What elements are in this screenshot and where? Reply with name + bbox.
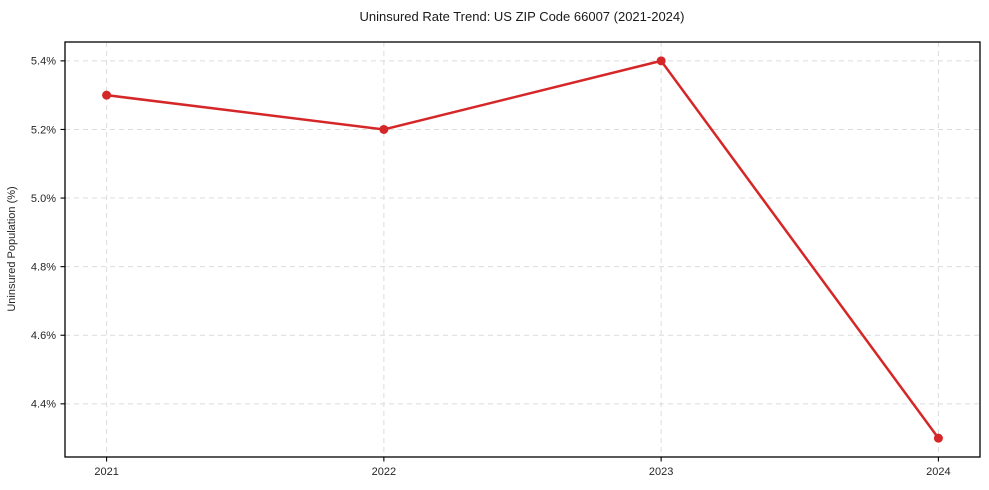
y-tick-label: 5.2% — [31, 124, 56, 136]
y-tick-label: 4.6% — [31, 330, 56, 342]
x-tick-label: 2023 — [649, 466, 673, 478]
data-point-2021 — [102, 90, 112, 100]
x-tick-label: 2021 — [94, 466, 118, 478]
x-tick-label: 2024 — [926, 466, 950, 478]
plot-border — [64, 41, 981, 458]
data-point-2022 — [379, 124, 389, 134]
trend-line — [105, 59, 940, 440]
y-tick-label: 5.0% — [31, 193, 56, 205]
y-tick-label: 4.8% — [31, 261, 56, 273]
y-tick-label: 5.4% — [31, 56, 56, 68]
y-tick-label: 4.4% — [31, 399, 56, 411]
data-point-2023 — [656, 56, 666, 66]
plot-area: 2021 2022 2023 2024 4.4% 4.6% 4.8% 5.0% 5.2% 5.4% — [31, 41, 981, 478]
data-point-2024 — [933, 433, 943, 443]
chart-title: Uninsured Rate Trend: US ZIP Code 66007 … — [360, 9, 685, 24]
y-axis-label: Uninsured Population (%) — [6, 186, 18, 311]
x-tick-label: 2022 — [372, 466, 396, 478]
